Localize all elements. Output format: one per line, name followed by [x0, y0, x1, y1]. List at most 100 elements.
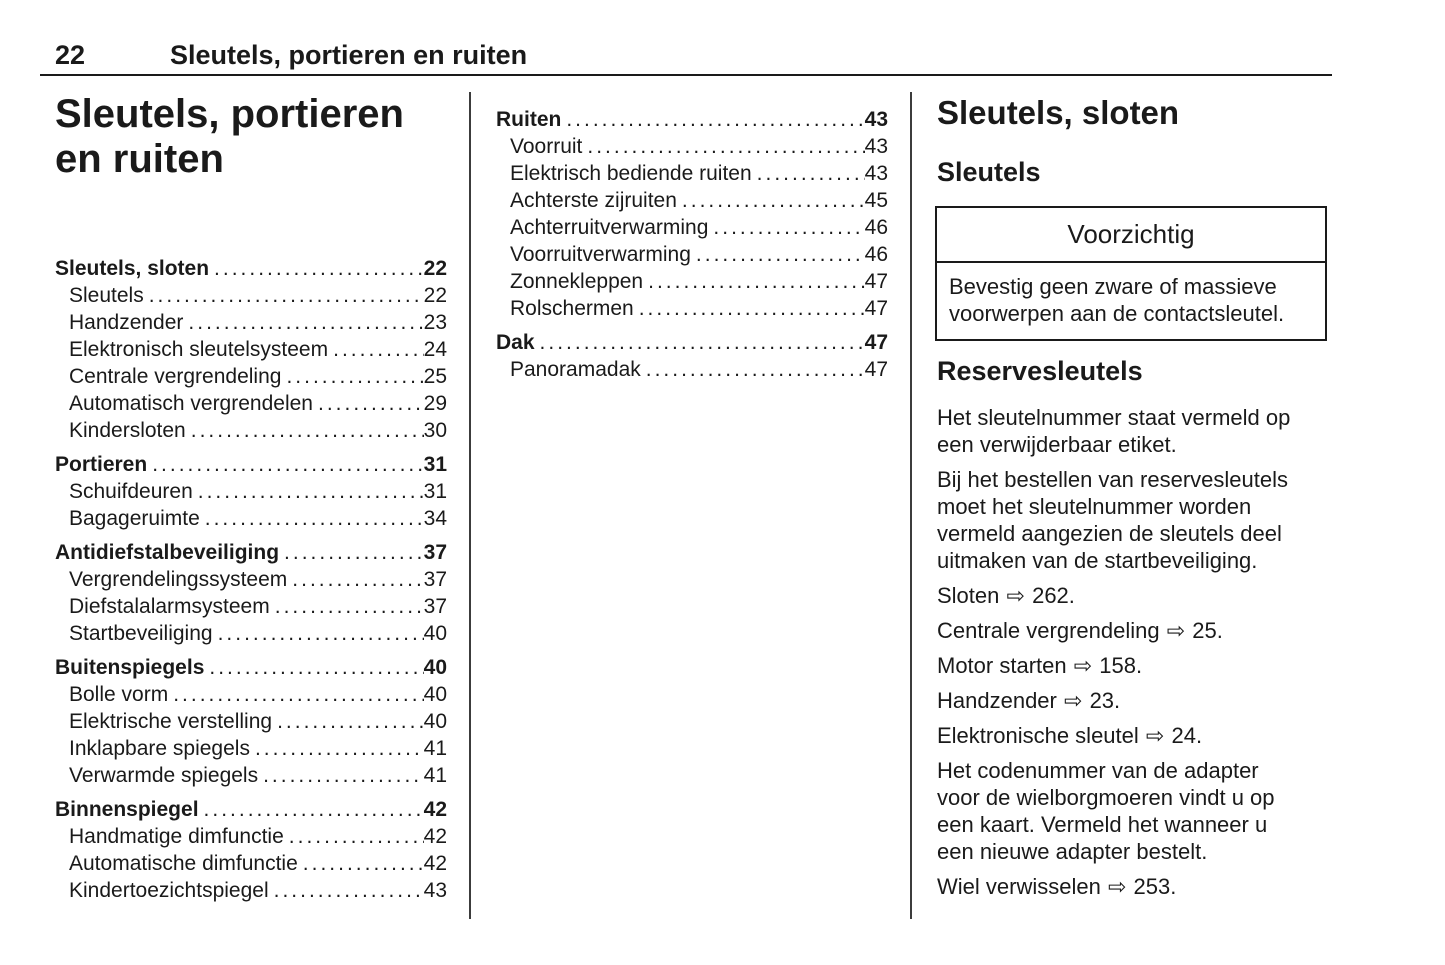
toc-entry-label: Centrale vergrendeling — [69, 365, 282, 388]
toc-entry-page: 46 — [864, 216, 888, 239]
toc-entry: Bagageruimte............................… — [55, 507, 447, 534]
toc-entry-page: 40 — [423, 656, 447, 679]
paragraph: Het sleutelnummer staat vermeld op een ve… — [937, 404, 1335, 458]
toc-entry: Zonnekleppen............................… — [496, 270, 888, 297]
toc-entry-label: Elektrisch bediende ruiten — [510, 162, 752, 185]
toc-entry: Verwarmde spiegels......................… — [55, 764, 447, 791]
toc-dot-leader: ........................................… — [302, 852, 424, 875]
toc-dot-leader: ........................................… — [333, 338, 424, 361]
page-reference-label: Centrale vergrendeling — [937, 618, 1160, 643]
page-reference-page: 23. — [1089, 688, 1121, 713]
toc-entry-page: 43 — [423, 879, 447, 902]
page-ref-arrow-icon: ⇨ — [1166, 618, 1186, 643]
toc-entry: Automatisch vergrendelen................… — [55, 392, 447, 419]
toc-entry: Elektrische verstelling.................… — [55, 710, 447, 737]
toc-entry-page: 37 — [423, 595, 447, 618]
toc-entry-page: 45 — [864, 189, 888, 212]
toc-dot-leader: ........................................… — [681, 189, 865, 212]
toc-dot-leader: ........................................… — [197, 480, 424, 503]
toc-entry-page: 41 — [423, 764, 447, 787]
paragraph-line: Bij het bestellen van reservesleutels — [937, 467, 1288, 492]
toc-entry: Dak.....................................… — [496, 331, 888, 358]
caution-box-text: Bevestig geen zware of massieve voorwerp… — [937, 263, 1325, 339]
toc-entry-page: 25 — [423, 365, 447, 388]
reserve-keys-heading: Reservesleutels — [937, 356, 1143, 386]
toc-entry-label: Buitenspiegels — [55, 656, 205, 679]
toc-entry-page: 42 — [423, 852, 447, 875]
toc-entry: Rolschermen.............................… — [496, 297, 888, 324]
toc-entry-label: Sleutels — [69, 284, 144, 307]
toc-entry-label: Handzender — [69, 311, 184, 334]
toc-entry-label: Ruiten — [496, 108, 562, 131]
paragraph-line: Het sleutelnummer staat vermeld op — [937, 405, 1291, 430]
toc-entry: Schuifdeuren............................… — [55, 480, 447, 507]
caution-box-text-line: Bevestig geen zware of massieve — [949, 274, 1277, 299]
toc-dot-leader: ........................................… — [638, 297, 865, 320]
caution-box-text-line: voorwerpen aan de contactsleutel. — [949, 301, 1285, 326]
toc-entry: Elektronisch sleutelsysteem.............… — [55, 338, 447, 365]
toc-entry: Vergrendelingssysteem...................… — [55, 568, 447, 595]
column-divider — [910, 92, 912, 919]
toc-entry-page: 31 — [423, 480, 447, 503]
toc-entry: Sleutels................................… — [55, 284, 447, 311]
toc-entry-page: 42 — [423, 798, 447, 821]
toc-middle-column: Ruiten..................................… — [496, 108, 888, 385]
paragraph-line: moet het sleutelnummer worden — [937, 494, 1252, 519]
toc-entry-label: Dak — [496, 331, 535, 354]
toc-entry: Inklapbare spiegels.....................… — [55, 737, 447, 764]
toc-entry-page: 30 — [423, 419, 447, 442]
paragraph: Het codenummer van de adapter voor de wie… — [937, 757, 1335, 865]
page-ref-arrow-icon: ⇨ — [1064, 688, 1083, 713]
page-reference-page: 262. — [1032, 583, 1075, 608]
toc-entry-label: Achterste zijruiten — [510, 189, 677, 212]
page-ref-arrow-icon: ⇨ — [1107, 874, 1127, 899]
toc-entry-page: 40 — [423, 710, 447, 733]
toc-entry-page: 43 — [864, 135, 888, 158]
toc-entry-label: Elektrische verstelling — [69, 710, 273, 733]
paragraph-line: Het codenummer van de adapter — [937, 758, 1259, 783]
toc-dot-leader: ........................................… — [188, 311, 423, 334]
paragraph-line: voor de wielborgmoeren vindt u op — [937, 785, 1275, 810]
toc-entry-label: Antidiefstalbeveiliging — [55, 541, 280, 564]
page-reference: Wiel verwisselen ⇨ 253. — [937, 873, 1335, 900]
paragraph-line: een kaart. Vermeld het wanneer u — [937, 812, 1268, 837]
page-reference: Motor starten ⇨ 158. — [937, 652, 1335, 679]
toc-entry-label: Inklapbare spiegels — [69, 737, 250, 760]
toc-entry-label: Handmatige dimfunctie — [69, 825, 284, 848]
toc-entry: Panoramadak.............................… — [496, 358, 888, 385]
page-reference: Elektronische sleutel ⇨ 24. — [937, 722, 1335, 749]
toc-entry-page: 46 — [864, 243, 888, 266]
page-reference-page: 25. — [1192, 618, 1223, 643]
toc-entry-label: Bagageruimte — [69, 507, 200, 530]
page-ref-arrow-icon: ⇨ — [1073, 653, 1093, 678]
toc-entry: Achterruitverwarming....................… — [496, 216, 888, 243]
toc-dot-leader: ........................................… — [148, 284, 424, 307]
toc-entry: Handzender..............................… — [55, 311, 447, 338]
toc-dot-leader: ........................................… — [274, 595, 424, 618]
toc-entry-label: Verwarmde spiegels — [69, 764, 259, 787]
toc-entry: Sleutels, sloten........................… — [55, 257, 447, 284]
toc-entry-page: 29 — [423, 392, 447, 415]
page-reference: Sloten ⇨ 262. — [937, 582, 1335, 609]
toc-entry: Binnenspiegel...........................… — [55, 798, 447, 825]
paragraph-line: een verwijderbaar etiket. — [937, 432, 1177, 457]
toc-entry-label: Rolschermen — [510, 297, 634, 320]
toc-entry-label: Binnenspiegel — [55, 798, 199, 821]
toc-dot-leader: ........................................… — [695, 243, 865, 266]
toc-entry-label: Automatische dimfunctie — [69, 852, 298, 875]
toc-dot-leader: ........................................… — [756, 162, 865, 185]
toc-entry: Achterste zijruiten.....................… — [496, 189, 888, 216]
toc-entry: Kindertoezichtspiegel...................… — [55, 879, 447, 906]
toc-entry: Centrale vergrendeling..................… — [55, 365, 447, 392]
toc-dot-leader: ........................................… — [292, 568, 424, 591]
body-text-blocks: Het sleutelnummer staat vermeld op een ve… — [937, 404, 1335, 908]
page-ref-arrow-icon: ⇨ — [1006, 583, 1025, 608]
toc-entry-page: 37 — [423, 541, 447, 564]
toc-entry: Bolle vorm..............................… — [55, 683, 447, 710]
page-reference-page: 253. — [1133, 874, 1177, 899]
toc-dot-leader: ........................................… — [284, 541, 424, 564]
page-reference-label: Sloten — [937, 583, 1000, 608]
toc-dot-leader: ........................................… — [203, 798, 424, 821]
toc-entry-page: 22 — [423, 284, 447, 307]
paragraph: Bij het bestellen van reservesleutels moe… — [937, 466, 1335, 574]
